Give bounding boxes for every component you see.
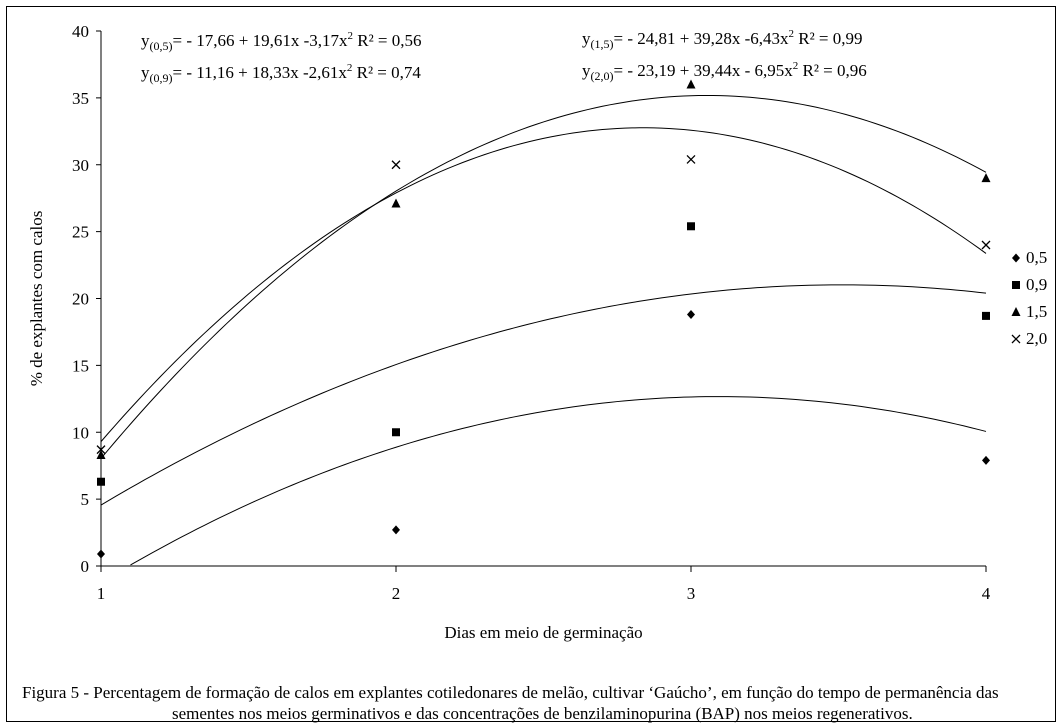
data-point-1,5 [686, 79, 696, 89]
trend-line-1,5 [100, 94, 987, 459]
legend-marker-0,5 [1012, 253, 1020, 263]
legend-label: 0,9 [1026, 275, 1047, 294]
caption-prefix: Figura 5 - [22, 683, 94, 702]
data-point-1,5 [391, 198, 401, 208]
data-point-0,5 [687, 310, 695, 320]
data-point-0,9 [392, 428, 400, 437]
x-axis-label: Dias em meio de germinação [444, 623, 642, 642]
data-point-0,5 [97, 549, 105, 559]
x-tick-label: 2 [392, 584, 401, 603]
trend-line-0,9 [100, 284, 987, 506]
x-tick-label: 4 [982, 584, 991, 603]
data-point-2,0 [96, 445, 106, 455]
regression-equation: y(2,0)= - 23,19 + 39,44x - 6,95x2 R² = 0… [582, 60, 867, 83]
legend-marker-2,0 [1011, 334, 1021, 344]
scatter-chart: 0 5 10 15 20 25 30 35 40 1 2 3 4 Dias em meio de germ… [27, 22, 1047, 642]
figure-frame [6, 6, 1056, 722]
y-tick-label: 20 [72, 290, 89, 309]
legend-marker-1,5 [1011, 307, 1021, 316]
data-point-0,9 [687, 222, 695, 231]
trend-line-0,5 [130, 396, 987, 566]
data-point-2,0 [686, 154, 696, 164]
legend-label: 2,0 [1026, 329, 1047, 348]
legend-label: 1,5 [1026, 302, 1047, 321]
y-tick-label: 35 [72, 89, 89, 108]
figure-caption: Figura 5 - Percentagem de formação de ca… [22, 682, 1052, 724]
y-axis-label: % de explantes com calos [27, 211, 46, 387]
x-tick-label: 1 [97, 584, 106, 603]
y-tick-label: 0 [81, 557, 90, 576]
y-tick-label: 30 [72, 156, 89, 175]
y-tick-label: 40 [72, 22, 89, 41]
regression-equation: y(0,5)= - 17,66 + 19,61x -3,17x2 R² = 0,… [141, 30, 422, 53]
legend-label: 0,5 [1026, 248, 1047, 267]
data-point-2,0 [391, 160, 401, 170]
y-tick-label: 10 [72, 423, 89, 442]
y-tick-label: 5 [81, 490, 90, 509]
regression-equation: y(1,5)= - 24,81 + 39,28x -6,43x2 R² = 0,… [582, 28, 863, 51]
y-tick-label: 15 [72, 356, 89, 375]
data-point-0,9 [982, 311, 990, 320]
regression-equation: y(0,9)= - 11,16 + 18,33x -2,61x2 R² = 0,… [141, 62, 421, 85]
data-point-0,5 [392, 525, 400, 535]
legend-marker-0,9 [1012, 281, 1020, 289]
y-tick-label: 25 [72, 223, 89, 242]
x-tick-label: 3 [687, 584, 696, 603]
trend-line-2,0 [100, 127, 987, 442]
caption-text: Percentagem de formação de calos em expl… [93, 683, 999, 723]
data-point-0,9 [97, 477, 105, 486]
data-point-0,5 [982, 455, 990, 465]
data-point-1,5 [96, 449, 106, 459]
data-point-2,0 [981, 240, 991, 250]
data-point-1,5 [981, 173, 991, 183]
